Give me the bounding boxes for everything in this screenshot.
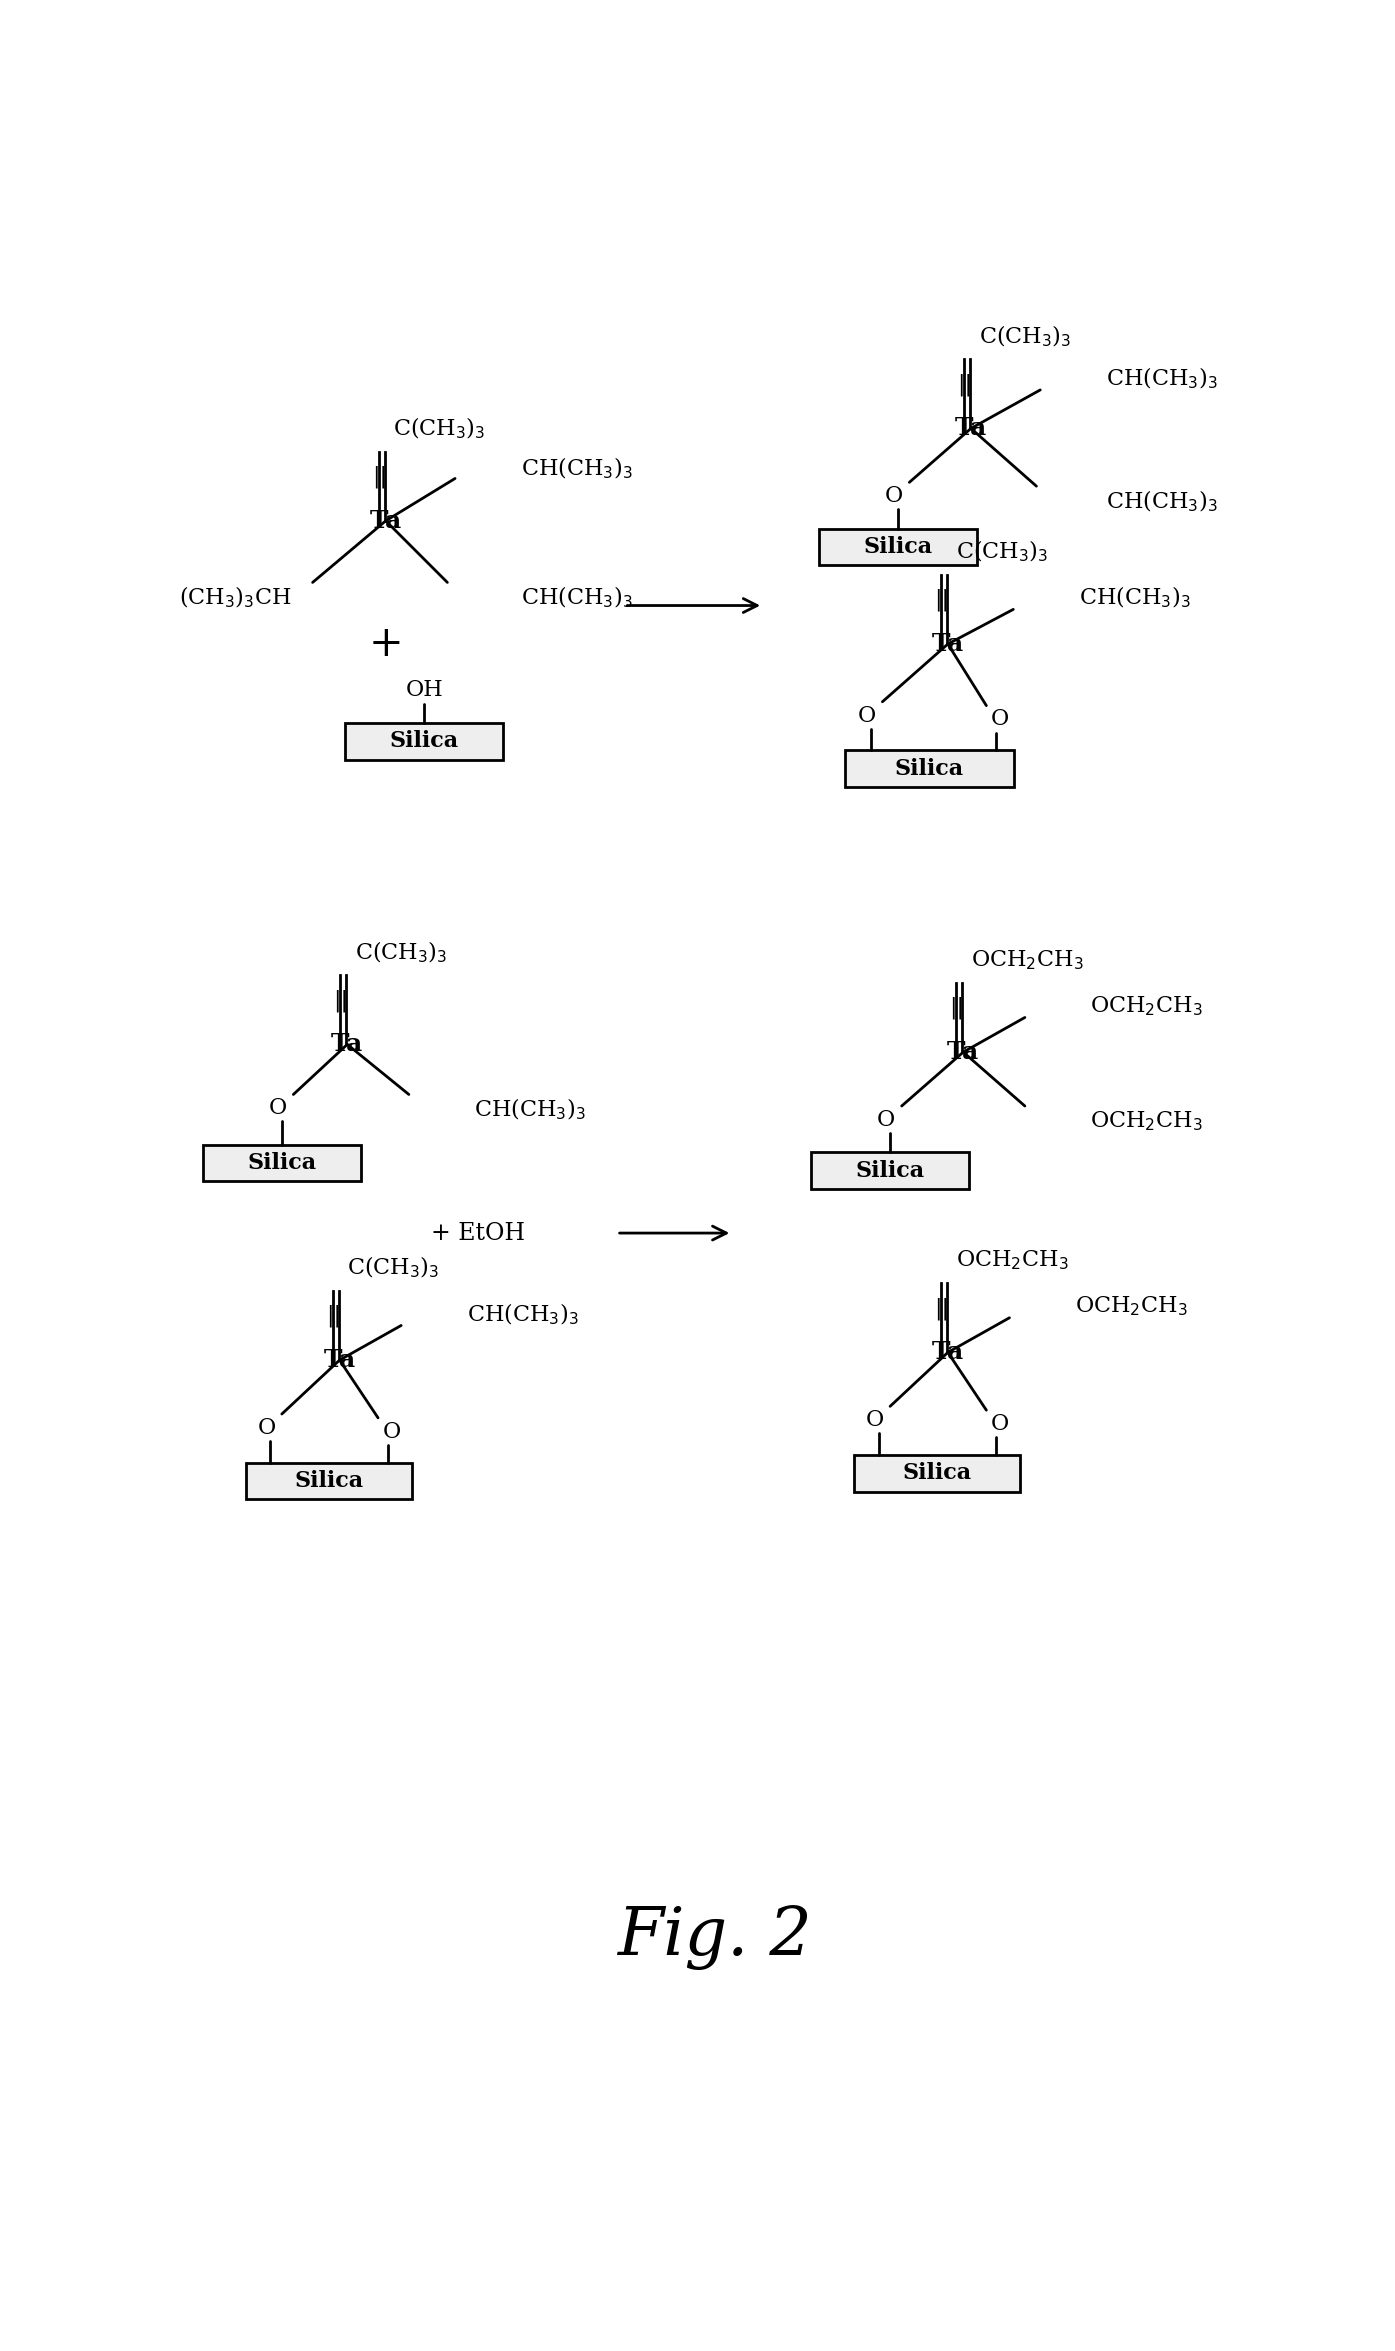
Text: +: + bbox=[368, 623, 403, 665]
Text: OCH$_2$CH$_3$: OCH$_2$CH$_3$ bbox=[971, 947, 1084, 971]
Text: Ta: Ta bbox=[324, 1347, 356, 1373]
Text: O: O bbox=[990, 1413, 1010, 1434]
Text: O: O bbox=[990, 708, 1010, 731]
Text: ||: || bbox=[957, 374, 972, 395]
Bar bbox=[810, 1152, 970, 1190]
Text: CH(CH$_3$)$_3$: CH(CH$_3$)$_3$ bbox=[1106, 367, 1218, 390]
Text: Ta: Ta bbox=[947, 1039, 979, 1065]
Text: Silica: Silica bbox=[903, 1462, 972, 1483]
Text: Silica: Silica bbox=[247, 1152, 317, 1173]
Bar bbox=[819, 529, 976, 567]
Text: Ta: Ta bbox=[932, 1340, 964, 1364]
Text: O: O bbox=[877, 1110, 896, 1131]
Text: OCH$_2$CH$_3$: OCH$_2$CH$_3$ bbox=[1076, 1295, 1187, 1319]
Text: C(CH$_3$)$_3$: C(CH$_3$)$_3$ bbox=[347, 1255, 439, 1281]
Text: Fig. 2: Fig. 2 bbox=[617, 1904, 812, 1970]
Text: Ta: Ta bbox=[954, 416, 988, 440]
Text: Silica: Silica bbox=[864, 536, 932, 557]
Bar bbox=[854, 1455, 1020, 1493]
Bar bbox=[202, 1145, 361, 1183]
Text: O: O bbox=[257, 1418, 276, 1439]
Text: ||: || bbox=[935, 588, 949, 611]
Text: Silica: Silica bbox=[294, 1469, 363, 1493]
Text: Ta: Ta bbox=[331, 1032, 363, 1056]
Text: Ta: Ta bbox=[370, 508, 402, 534]
Text: OH: OH bbox=[406, 679, 444, 701]
Text: ||: || bbox=[326, 1305, 340, 1328]
Text: CH(CH$_3$)$_3$: CH(CH$_3$)$_3$ bbox=[1106, 489, 1218, 515]
Text: ||: || bbox=[372, 465, 386, 489]
Text: O: O bbox=[269, 1098, 287, 1119]
Text: OCH$_2$CH$_3$: OCH$_2$CH$_3$ bbox=[1091, 1110, 1202, 1133]
Text: O: O bbox=[865, 1408, 884, 1432]
Bar bbox=[845, 750, 1014, 788]
Text: ||: || bbox=[333, 990, 349, 1011]
Bar bbox=[246, 1462, 412, 1500]
Bar bbox=[346, 722, 504, 759]
Text: C(CH$_3$)$_3$: C(CH$_3$)$_3$ bbox=[979, 324, 1071, 348]
Text: ||: || bbox=[950, 997, 964, 1020]
Text: CH(CH$_3$)$_3$: CH(CH$_3$)$_3$ bbox=[520, 585, 632, 611]
Text: (CH$_3$)$_3$CH: (CH$_3$)$_3$CH bbox=[180, 585, 292, 611]
Text: CH(CH$_3$)$_3$: CH(CH$_3$)$_3$ bbox=[474, 1098, 586, 1121]
Text: CH(CH$_3$)$_3$: CH(CH$_3$)$_3$ bbox=[520, 456, 632, 482]
Text: O: O bbox=[382, 1420, 400, 1444]
Text: C(CH$_3$)$_3$: C(CH$_3$)$_3$ bbox=[393, 416, 485, 442]
Text: OCH$_2$CH$_3$: OCH$_2$CH$_3$ bbox=[956, 1248, 1069, 1272]
Text: CH(CH$_3$)$_3$: CH(CH$_3$)$_3$ bbox=[466, 1302, 579, 1326]
Text: CH(CH$_3$)$_3$: CH(CH$_3$)$_3$ bbox=[1078, 585, 1190, 611]
Text: + EtOH: + EtOH bbox=[431, 1223, 525, 1244]
Text: Silica: Silica bbox=[389, 731, 459, 752]
Text: Silica: Silica bbox=[894, 757, 964, 781]
Text: O: O bbox=[858, 705, 876, 726]
Text: Silica: Silica bbox=[855, 1159, 925, 1183]
Text: OCH$_2$CH$_3$: OCH$_2$CH$_3$ bbox=[1091, 994, 1202, 1018]
Text: O: O bbox=[884, 484, 903, 508]
Text: ||: || bbox=[935, 1298, 949, 1319]
Text: Ta: Ta bbox=[932, 632, 964, 656]
Text: C(CH$_3$)$_3$: C(CH$_3$)$_3$ bbox=[354, 940, 448, 964]
Text: C(CH$_3$)$_3$: C(CH$_3$)$_3$ bbox=[956, 538, 1048, 564]
